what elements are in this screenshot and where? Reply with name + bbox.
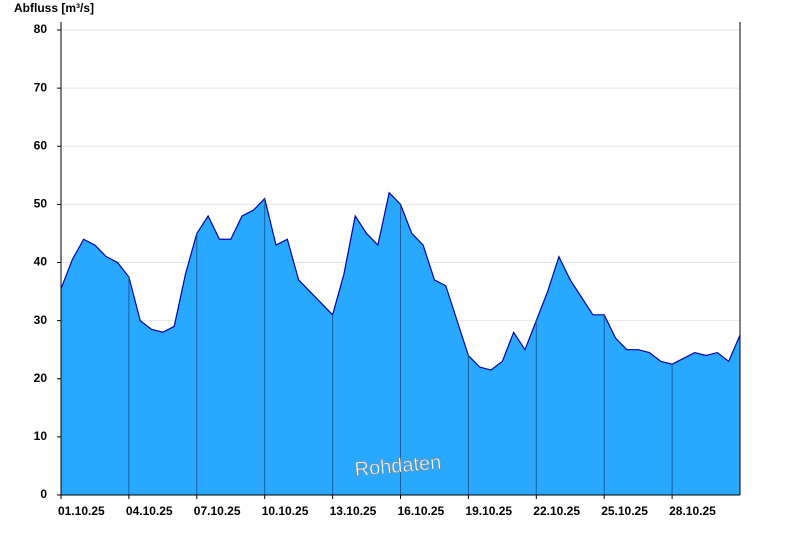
y-tick-label: 50: [34, 197, 48, 211]
y-tick-label: 40: [34, 255, 48, 269]
x-tick-label: 19.10.25: [465, 504, 512, 518]
y-tick-label: 10: [34, 429, 48, 443]
x-tick-label: 25.10.25: [601, 504, 648, 518]
y-tick-label: 30: [34, 313, 48, 327]
x-tick-label: 10.10.25: [262, 504, 309, 518]
y-tick-label: 60: [34, 138, 48, 152]
y-axis-label: Abfluss [m³/s]: [14, 1, 94, 15]
y-tick-label: 20: [34, 371, 48, 385]
y-tick-label: 0: [40, 487, 47, 501]
x-tick-label: 28.10.25: [669, 504, 716, 518]
x-tick-label: 04.10.25: [126, 504, 173, 518]
y-tick-label: 70: [34, 80, 48, 94]
x-tick-label: 22.10.25: [533, 504, 580, 518]
x-tick-label: 01.10.25: [58, 504, 105, 518]
y-tick-label: 80: [34, 22, 48, 36]
x-tick-label: 16.10.25: [398, 504, 445, 518]
x-tick-label: 07.10.25: [194, 504, 241, 518]
x-tick-label: 13.10.25: [330, 504, 377, 518]
